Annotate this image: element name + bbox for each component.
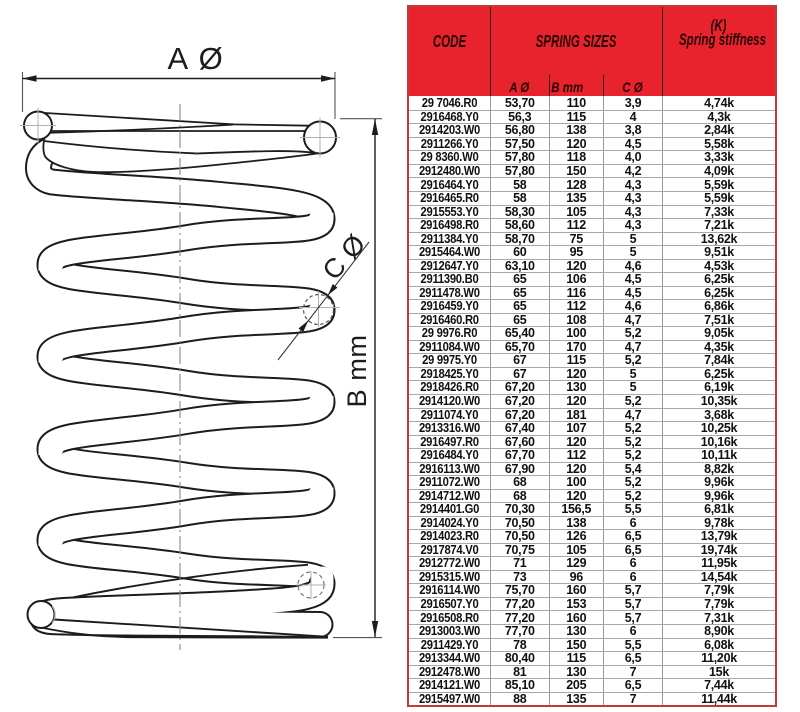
svg-text:A Ø: A Ø — [167, 41, 224, 76]
svg-text:B mm: B mm — [341, 335, 372, 408]
svg-text:C Ø: C Ø — [317, 229, 372, 286]
